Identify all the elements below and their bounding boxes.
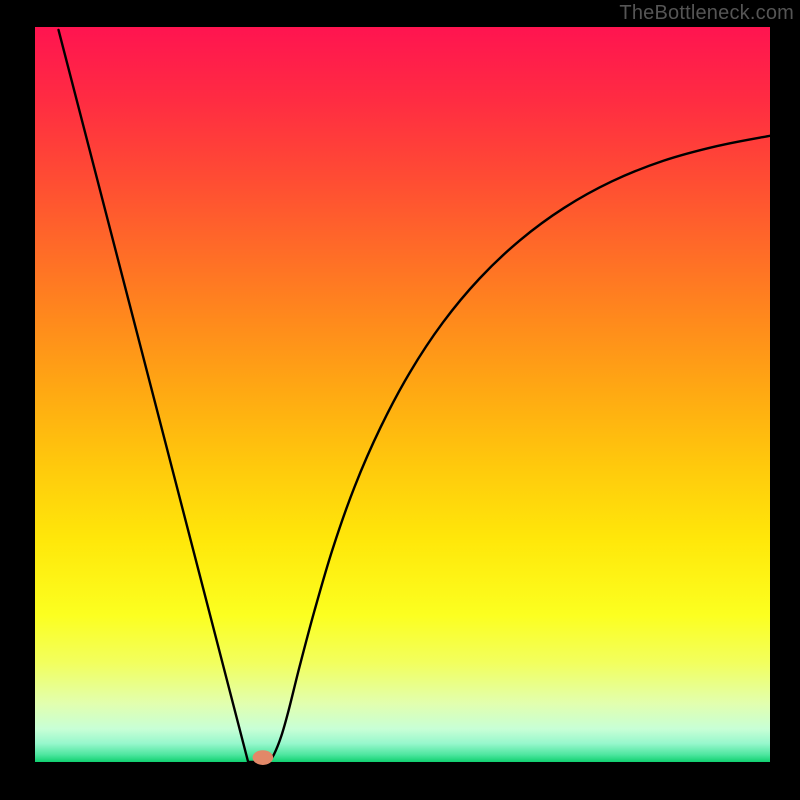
optimal-point-marker (253, 750, 274, 765)
watermark-text: TheBottleneck.com (619, 2, 794, 25)
plot-background (35, 27, 770, 762)
chart-container: TheBottleneck.com (0, 0, 800, 800)
chart-svg (0, 0, 800, 800)
